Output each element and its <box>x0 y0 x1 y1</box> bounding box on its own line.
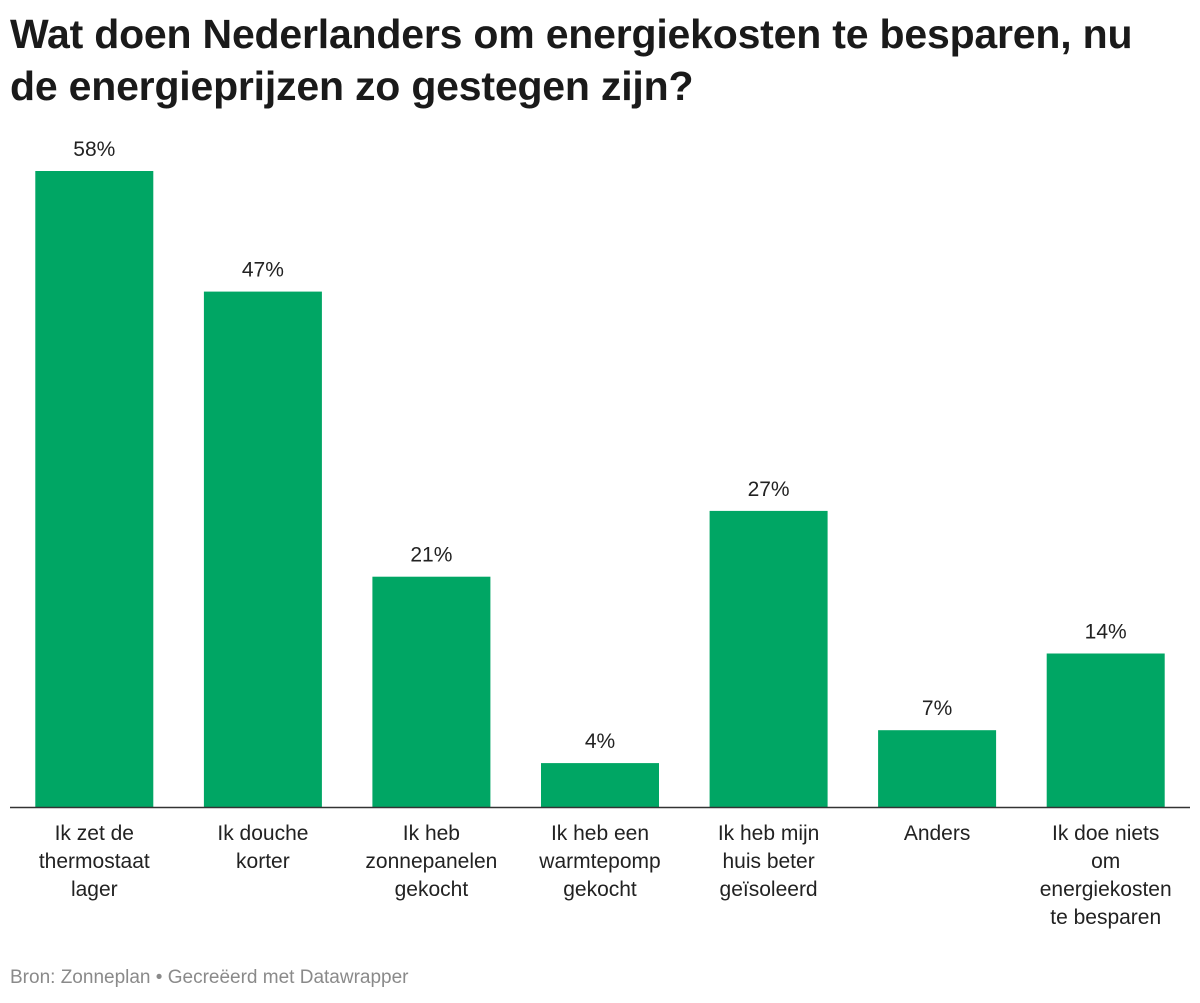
category-label-line: geïsoleerd <box>720 878 818 901</box>
category-label-line: Ik heb mijn <box>718 822 820 845</box>
category-label-5: Ik heb mijn huis beter geïsoleerd <box>718 822 820 901</box>
category-labels-group: Ik zet de thermostaat lager Ik douche korter… <box>39 822 1172 929</box>
category-label-line: gekocht <box>563 878 637 901</box>
bar-1 <box>35 171 154 807</box>
value-label-7: 14% <box>1085 621 1127 644</box>
category-label-2: Ik douche korter <box>217 822 308 873</box>
value-label-2: 47% <box>242 259 284 282</box>
bars-group <box>35 171 1165 808</box>
source-footer: Bron: Zonneplan • Gecreëerd met Datawrap… <box>10 967 409 989</box>
category-label-6: Anders <box>904 822 971 845</box>
value-label-4: 4% <box>585 730 615 753</box>
value-label-6: 7% <box>922 697 952 720</box>
chart-title: Wat doen Nederlanders om energiekosten t… <box>10 11 1133 109</box>
source-separator: • <box>155 967 163 988</box>
category-label-line: zonnepanelen <box>365 850 497 873</box>
category-label-line: korter <box>236 850 290 873</box>
source-label: Bron: <box>10 967 56 988</box>
category-label-line: Anders <box>904 822 971 845</box>
bar-4 <box>541 763 659 807</box>
category-label-4: Ik heb een warmtepomp gekocht <box>538 822 660 901</box>
bar-6 <box>878 730 997 807</box>
category-label-line: om <box>1091 850 1120 873</box>
datawrapper-credit: Gecreëerd met Datawrapper <box>167 967 409 988</box>
bar-3 <box>372 576 491 807</box>
category-label-line: thermostaat <box>39 850 150 873</box>
category-label-line: energiekosten <box>1040 878 1172 901</box>
category-label-line: Ik heb <box>403 822 460 845</box>
category-label-line: lager <box>71 878 118 901</box>
source-name: Zonneplan <box>60 967 151 988</box>
bar-2 <box>203 291 322 808</box>
value-label-3: 21% <box>410 544 452 567</box>
category-label-line: te besparen <box>1050 906 1161 929</box>
bar-chart: 58% 47% 21% 4% 27% 7% 14% Ik zet de thermostaat… <box>10 138 1190 929</box>
category-label-line: Ik doe niets <box>1052 822 1159 845</box>
category-label-line: huis beter <box>722 850 814 873</box>
category-label-line: warmtepomp <box>538 850 660 873</box>
value-label-5: 27% <box>748 478 790 501</box>
category-label-3: Ik heb zonnepanelen gekocht <box>365 822 497 901</box>
bar-7 <box>1046 653 1165 807</box>
category-label-line: Ik heb een <box>551 822 649 845</box>
value-labels-group: 58% 47% 21% 4% 27% 7% 14% <box>73 138 1126 753</box>
category-label-line: Ik douche <box>217 822 308 845</box>
category-label-1: Ik zet de thermostaat lager <box>39 822 150 901</box>
category-label-7: Ik doe niets om energiekosten te besparen <box>1040 822 1172 929</box>
bar-5 <box>709 510 828 807</box>
category-label-line: gekocht <box>395 878 469 901</box>
category-label-line: Ik zet de <box>55 822 134 845</box>
value-label-1: 58% <box>73 138 115 161</box>
